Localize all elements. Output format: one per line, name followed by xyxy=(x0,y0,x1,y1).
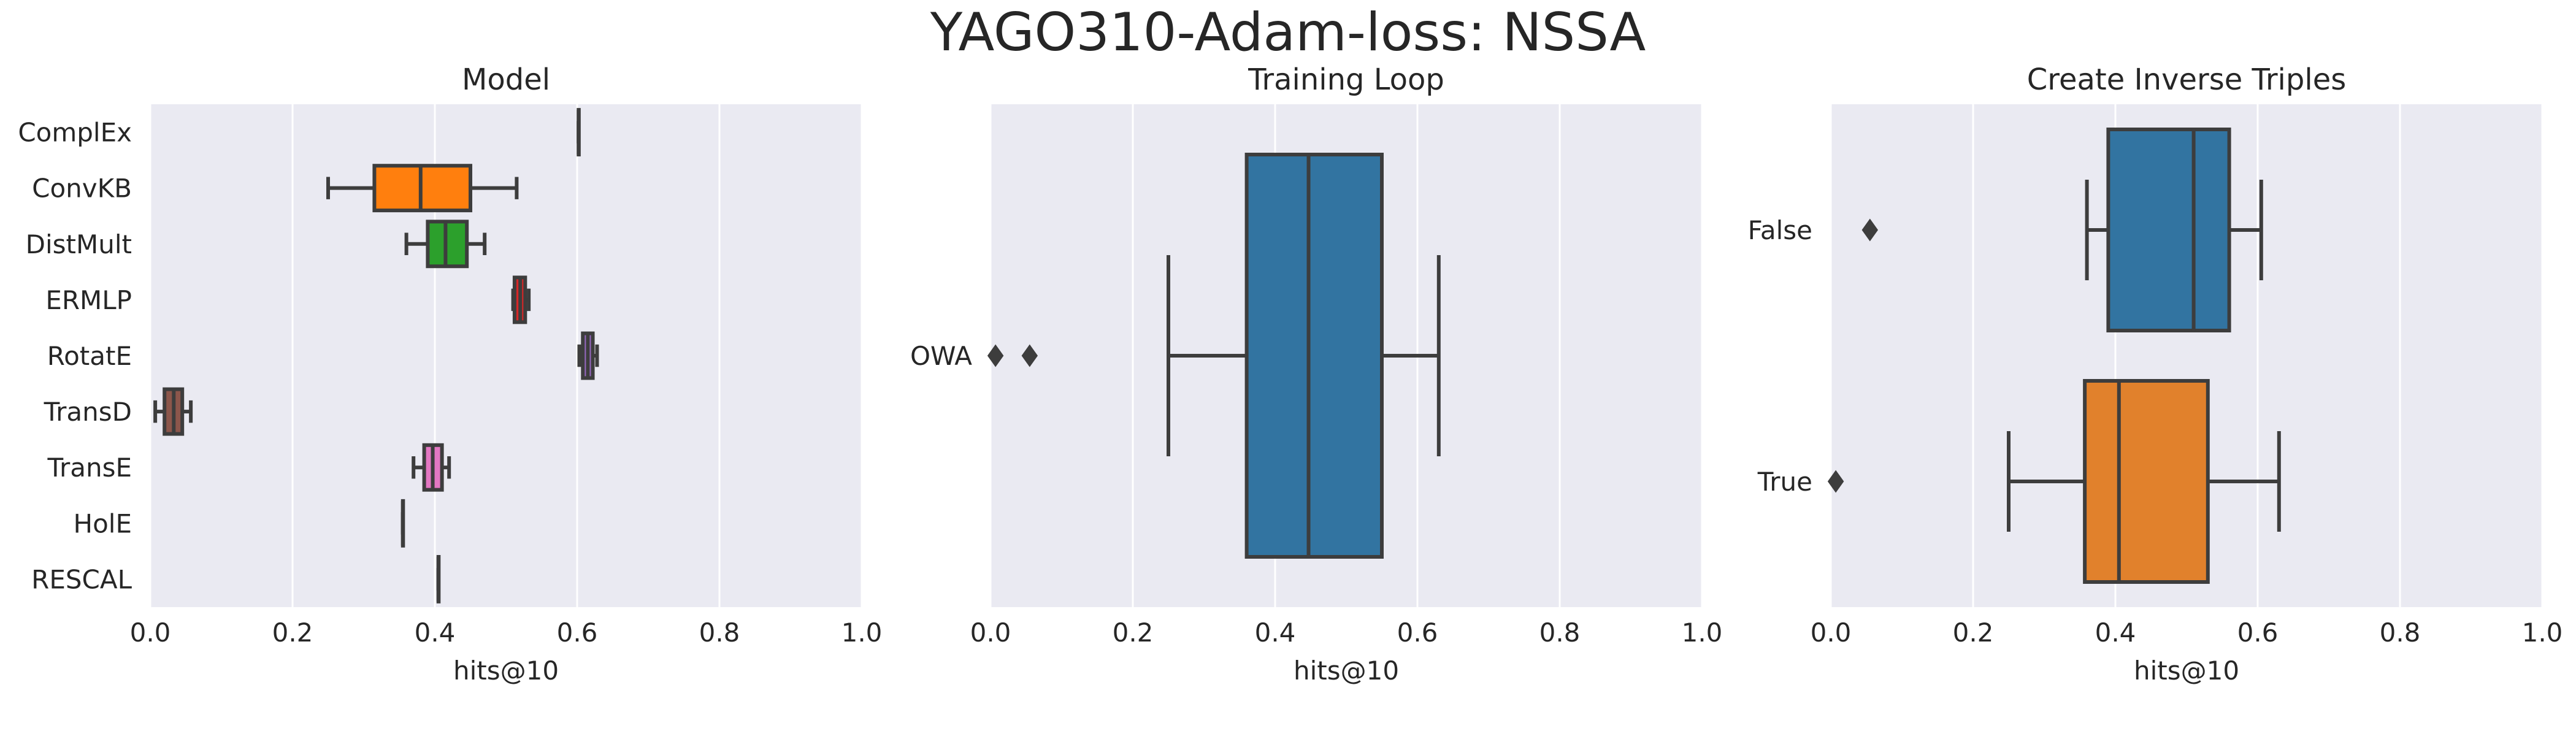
y-tick-label: RESCAL xyxy=(31,564,132,594)
box-body xyxy=(1244,153,1384,559)
x-tick-label: 0.8 xyxy=(699,618,740,648)
box-False xyxy=(1861,128,2263,332)
x-tick-label: 0.2 xyxy=(272,618,313,648)
y-tick-label: HolE xyxy=(74,508,132,538)
x-tick-label: 0.6 xyxy=(1397,618,1438,648)
x-tick-label: 0.6 xyxy=(557,618,598,648)
x-tick-label: 0.2 xyxy=(1953,618,1994,648)
box-RotatE xyxy=(577,331,599,380)
outlier-marker xyxy=(1021,344,1038,367)
box-body xyxy=(2106,128,2231,332)
y-tick-label: True xyxy=(1757,467,1812,497)
box-True xyxy=(1827,379,2281,584)
y-tick-label: ERMLP xyxy=(45,285,132,315)
x-tick-label: 0.4 xyxy=(1255,618,1296,648)
x-tick-label: 0.4 xyxy=(415,618,456,648)
x-tick-label: 0.0 xyxy=(1811,618,1852,648)
x-tick-label: 0.4 xyxy=(2095,618,2136,648)
x-tick-label: 0.8 xyxy=(1539,618,1581,648)
box-HolE xyxy=(401,499,405,548)
box-TransE xyxy=(412,443,451,492)
box-ComplEx xyxy=(577,108,581,156)
x-tick-label: 0.6 xyxy=(2237,618,2279,648)
panel-2: 0.0 0.2 0.4 0.6 0.8 1.0 False True Create Invers… xyxy=(1748,63,2563,686)
y-tick-label: OWA xyxy=(910,341,972,371)
outlier-marker xyxy=(987,344,1004,367)
x-axis-label: hits@10 xyxy=(1294,656,1399,686)
box-DistMult xyxy=(404,220,487,269)
y-tick-label: DistMult xyxy=(26,229,132,259)
plot-area xyxy=(150,104,862,607)
x-tick-label: 1.0 xyxy=(1682,618,1723,648)
panel-title: Training Loop xyxy=(1248,63,1444,97)
x-axis-label: hits@10 xyxy=(453,656,559,686)
box-TransD xyxy=(153,387,193,436)
y-tick-label: TransE xyxy=(47,453,132,483)
box-OWA xyxy=(987,153,1441,559)
figure-suptitle: YAGO310-Adam-loss: NSSA xyxy=(930,2,1646,63)
x-tick-label: 1.0 xyxy=(841,618,883,648)
y-tick-label: ComplEx xyxy=(18,118,132,148)
x-tick-label: 0.0 xyxy=(970,618,1011,648)
x-tick-label: 0.2 xyxy=(1113,618,1154,648)
y-tick-label: ConvKB xyxy=(32,174,132,204)
outlier-marker xyxy=(1861,218,1879,242)
x-axis-label: hits@10 xyxy=(2134,656,2239,686)
chart-panels: 0.0 0.2 0.4 0.6 0.8 1.0 ComplEx ConvKB DistMult E… xyxy=(18,63,2563,686)
y-tick-label: False xyxy=(1748,215,1812,245)
panel-title: Model xyxy=(462,63,550,97)
y-tick-label: RotatE xyxy=(47,341,132,371)
x-tick-label: 1.0 xyxy=(2522,618,2563,648)
box-ERMLP xyxy=(511,275,531,324)
x-tick-label: 0.8 xyxy=(2380,618,2421,648)
panel-0: 0.0 0.2 0.4 0.6 0.8 1.0 ComplEx ConvKB DistMult E… xyxy=(18,63,882,686)
panel-title: Create Inverse Triples xyxy=(2027,63,2346,97)
outlier-marker xyxy=(1827,470,1844,493)
box-ConvKB xyxy=(326,164,519,213)
panel-1: 0.0 0.2 0.4 0.6 0.8 1.0 OWA Training Loop hits@1… xyxy=(910,63,1722,686)
y-tick-label: TransD xyxy=(44,397,132,427)
box-body xyxy=(2083,379,2210,584)
x-tick-label: 0.0 xyxy=(130,618,171,648)
